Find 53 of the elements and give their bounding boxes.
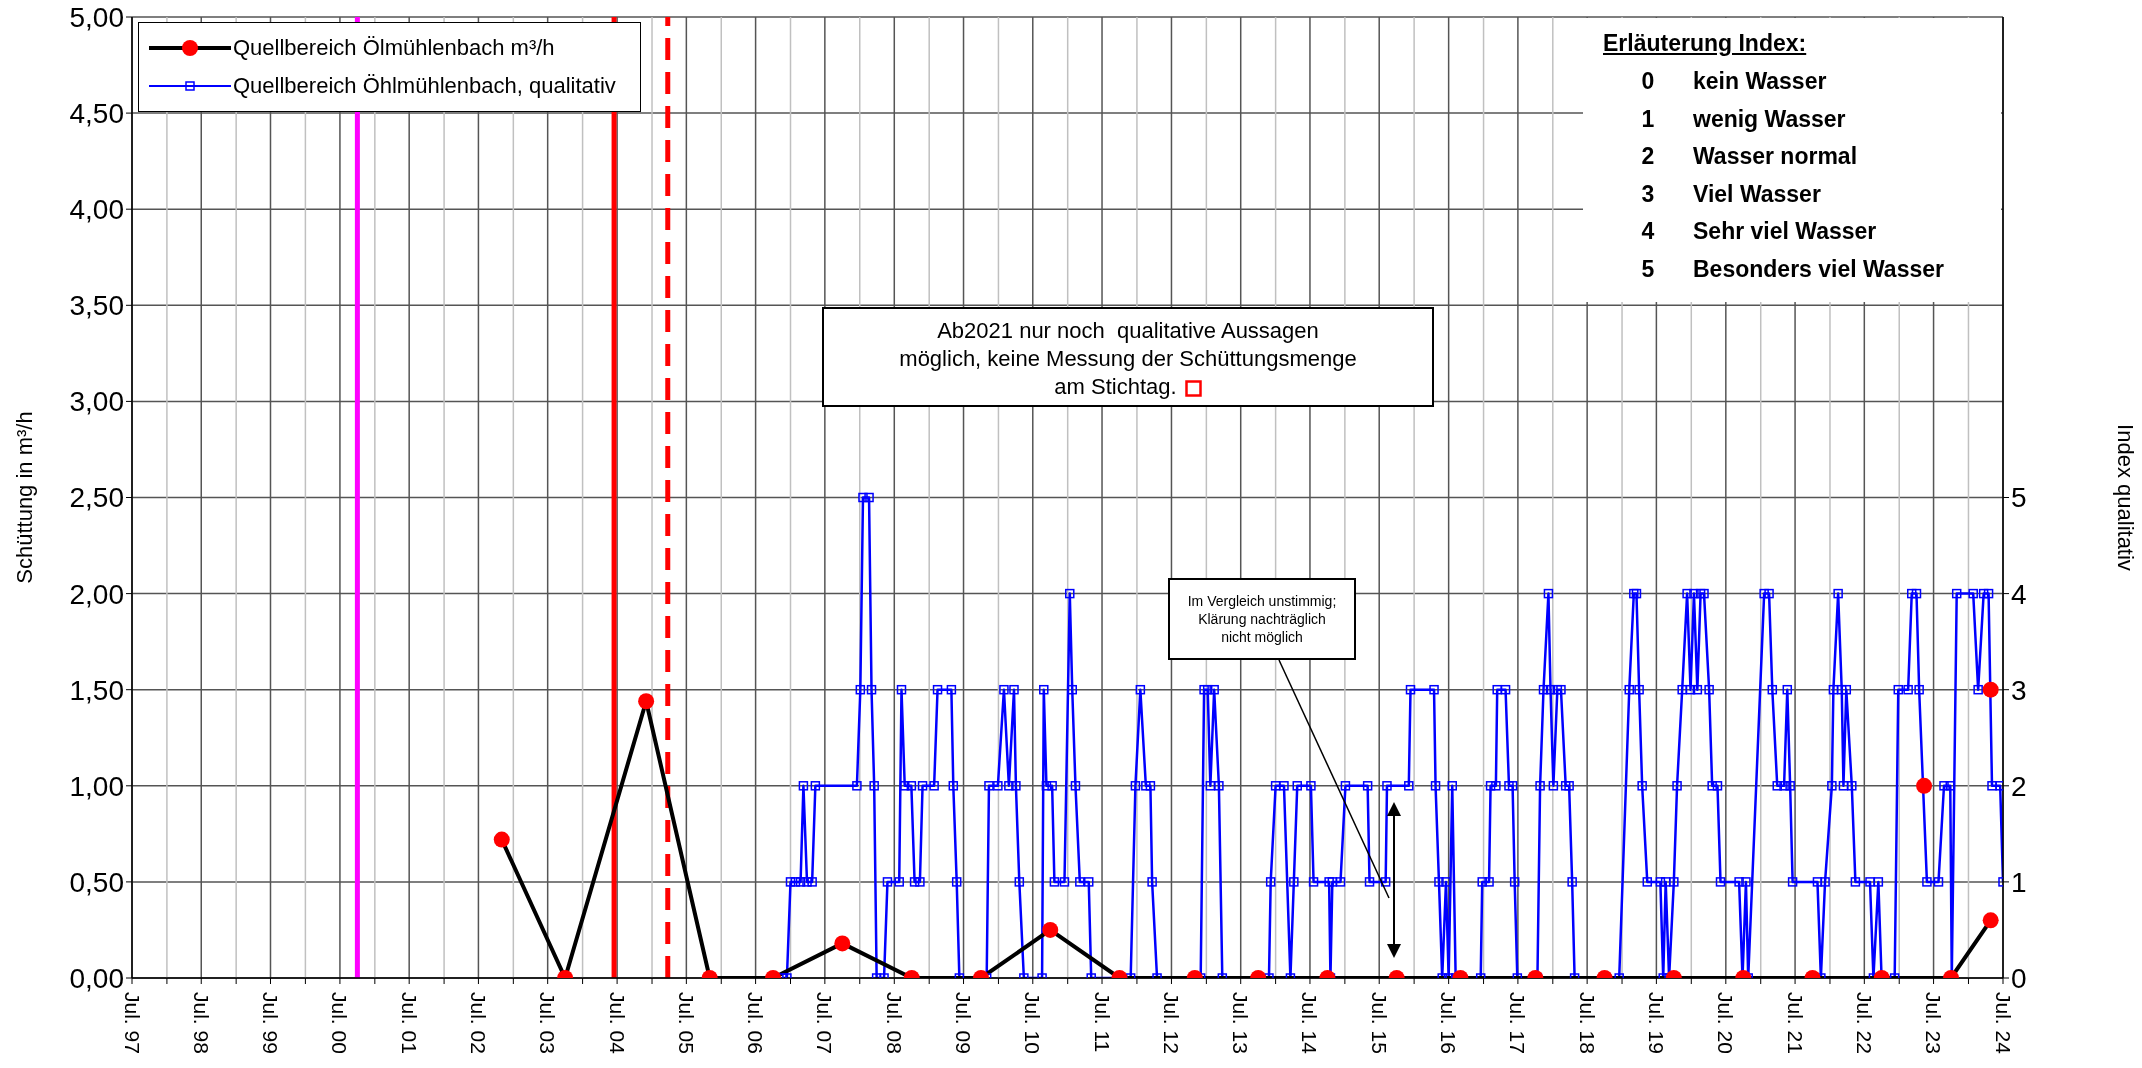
- legend-label: Quellbereich Ölmühlenbach m³/h: [233, 35, 555, 61]
- x-tick-label: Jul. 22: [1852, 992, 1876, 1054]
- y-tick-label: 0,50: [69, 866, 124, 898]
- x-tick-label: Jul. 18: [1575, 992, 1599, 1054]
- y-tick-label: 3,00: [69, 386, 124, 418]
- y-tick-label: 5,00: [69, 1, 124, 33]
- x-tick-label: Jul. 08: [882, 992, 906, 1054]
- x-tick-label: Jul. 15: [1367, 992, 1391, 1054]
- x-tick-label: Jul. 17: [1506, 992, 1530, 1054]
- x-tick-label: Jul. 10: [1021, 992, 1045, 1054]
- y2-axis-title: Index qualitativ: [2113, 424, 2139, 571]
- x-tick-label: Jul. 21: [1783, 992, 1807, 1054]
- x-tick-label: Jul. 13: [1229, 992, 1253, 1054]
- x-tick-label: Jul. 01: [397, 992, 421, 1054]
- note-panel: Ab2021 nur noch qualitative Aussagen möglich, keine Messung der Schüttungsmenge am Stichtag.: [822, 307, 1434, 407]
- x-tick-label: Jul. 09: [952, 992, 976, 1054]
- y-tick-label: 2,50: [69, 482, 124, 514]
- x-tick-label: Jul. 99: [258, 992, 282, 1054]
- x-tick-label: Jul. 14: [1298, 992, 1322, 1055]
- legend-label: Quellbereich Öhlmühlenbach, qualitativ: [233, 73, 616, 99]
- x-tick-label: Jul. 24: [1991, 992, 2015, 1055]
- y-tick-label: 0,00: [69, 962, 124, 994]
- callout-panel: Im Vergleich unstimmig; Klärung nachträglich nicht möglich: [1168, 578, 1356, 660]
- x-tick-label: Jul. 11: [1090, 992, 1114, 1053]
- annotation: Erläuterung Index:: [1603, 30, 1808, 57]
- y-tick-label: 1,50: [69, 674, 124, 706]
- y2-tick-label: 4: [2011, 578, 2027, 610]
- y2-tick-label: 0: [2011, 962, 2027, 994]
- y2-tick-label: 1: [2011, 866, 2027, 898]
- x-tick-label: Jul. 05: [674, 992, 698, 1054]
- x-tick-label: Jul. 98: [189, 992, 213, 1054]
- y-tick-label: 3,50: [69, 290, 124, 322]
- x-tick-label: Jul. 04: [605, 992, 629, 1055]
- y2-tick-label: 5: [2011, 482, 2027, 514]
- x-tick-label: Jul. 00: [328, 992, 352, 1054]
- y2-tick-label: 2: [2011, 770, 2027, 802]
- x-tick-label: Jul. 07: [813, 992, 837, 1054]
- x-tick-label: Jul. 06: [744, 992, 768, 1054]
- y-tick-label: 4,50: [69, 98, 124, 130]
- y-axis-title: Schüttung in m³/h: [11, 411, 37, 584]
- x-tick-label: Jul. 19: [1644, 992, 1668, 1054]
- y-tick-label: 2,00: [69, 578, 124, 610]
- x-tick-label: Jul. 23: [1922, 992, 1946, 1054]
- x-tick-label: Jul. 12: [1159, 992, 1183, 1054]
- y-tick-label: 1,00: [69, 770, 124, 802]
- x-tick-label: Jul. 02: [466, 992, 490, 1054]
- x-tick-label: Jul. 97: [120, 992, 144, 1054]
- key-panel: Erläuterung Index: 0 kein Wasser 1 wenig Wasser 2 Wasser normal 3 Viel Wasser 4 Sehr viel Wasser 5 Besonders viel Wasser: [1583, 18, 2001, 302]
- x-tick-label: Jul. 16: [1437, 992, 1461, 1054]
- y-tick-label: 4,00: [69, 194, 124, 226]
- x-tick-label: Jul. 03: [536, 992, 560, 1054]
- x-tick-label: Jul. 20: [1714, 992, 1738, 1054]
- y2-tick-label: 3: [2011, 674, 2027, 706]
